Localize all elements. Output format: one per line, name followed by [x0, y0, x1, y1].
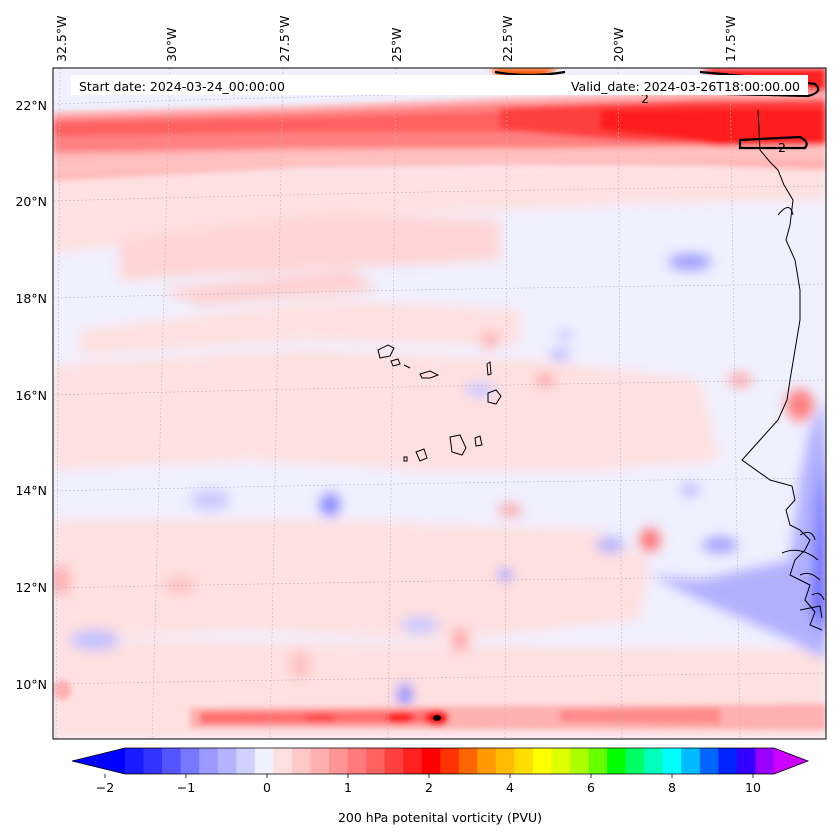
colorbar-segment	[570, 748, 589, 774]
lat-label: 22°N	[15, 98, 47, 113]
colorbar-segment	[440, 748, 460, 774]
lat-label: 10°N	[15, 677, 47, 692]
colorbar-segment	[625, 748, 645, 774]
colorbar-tick-label: −2	[96, 780, 114, 795]
colorbar-tick-label: 0	[263, 780, 271, 795]
colorbar-segment	[755, 748, 775, 774]
colorbar-segment	[236, 748, 256, 774]
colorbar-tick-label: 6	[587, 780, 595, 795]
valid-date-text: Valid_date: 2024-03-26T18:00:00.00	[571, 79, 800, 94]
lon-label: 20°W	[611, 27, 626, 62]
colorbar-tick-label: 4	[506, 780, 514, 795]
lon-label: 25°W	[389, 27, 404, 62]
lat-label: 18°N	[15, 291, 47, 306]
lon-label: 17.5°W	[723, 16, 738, 62]
colorbar-segment	[273, 748, 293, 774]
colorbar-segment	[458, 748, 478, 774]
colorbar-segment	[403, 748, 423, 774]
colorbar-segment	[384, 748, 404, 774]
cape-verde-islands	[377, 344, 502, 462]
colorbar-tick-label: 8	[668, 780, 676, 795]
colorbar: −2 −1 0 1 2 4 6 8 10 200 hPa potenital v…	[71, 747, 810, 825]
lon-label: 22.5°W	[500, 16, 515, 62]
colorbar-segment	[588, 748, 608, 774]
longitude-labels: 32.5°W 30°W 27.5°W 25°W 22.5°W 20°W 17.5…	[54, 16, 738, 62]
colorbar-tick-label: 10	[745, 780, 761, 795]
start-date-text: Start date: 2024-03-24_00:00:00	[79, 79, 285, 94]
colorbar-segment	[366, 748, 385, 774]
colorbar-segment	[644, 748, 664, 774]
colorbar-segment	[532, 748, 552, 774]
lat-label: 14°N	[15, 483, 47, 498]
colorbar-segment	[421, 748, 441, 774]
colorbar-segment	[718, 748, 738, 774]
lon-label: 32.5°W	[54, 16, 69, 62]
colorbar-segment	[217, 748, 237, 774]
map-area: 2 2	[53, 68, 826, 739]
colorbar-segment	[180, 748, 200, 774]
colorbar-segment	[662, 748, 682, 774]
colorbar-segment	[254, 748, 274, 774]
colorbar-segment	[477, 748, 497, 774]
colorbar-segment	[347, 748, 367, 774]
colorbar-segment	[551, 748, 571, 774]
colorbar-segment	[699, 748, 719, 774]
colorbar-segment	[514, 748, 534, 774]
colorbar-segment	[681, 748, 701, 774]
latitude-labels: 22°N 20°N 18°N 16°N 14°N 12°N 10°N	[15, 98, 47, 692]
colorbar-segment	[310, 748, 330, 774]
colorbar-segment	[291, 748, 311, 774]
map-frame	[52, 67, 827, 740]
lon-label: 27.5°W	[277, 16, 292, 62]
colorbar-segment	[143, 748, 163, 774]
colorbar-segment	[495, 748, 515, 774]
colorbar-segments	[125, 748, 775, 774]
colorbar-tick-label: −1	[177, 780, 195, 795]
contour-label: 2	[778, 140, 786, 155]
lat-label: 20°N	[15, 194, 47, 209]
lat-label: 12°N	[15, 580, 47, 595]
coastline	[741, 109, 825, 631]
colorbar-segment	[736, 748, 756, 774]
colorbar-tick-label: 2	[425, 780, 433, 795]
lon-label: 30°W	[164, 27, 179, 62]
colorbar-tick-label: 1	[344, 780, 352, 795]
colorbar-segment	[328, 748, 348, 774]
contour-label: 2	[641, 91, 649, 106]
colorbar-segment	[125, 748, 144, 774]
colorbar-extend-high	[774, 748, 808, 774]
colorbar-segment	[607, 748, 627, 774]
colorbar-segment	[199, 748, 219, 774]
colorbar-segment	[162, 748, 182, 774]
lat-label: 16°N	[15, 388, 47, 403]
info-bar: Start date: 2024-03-24_00:00:00 Valid_da…	[71, 75, 808, 95]
colorbar-title: 200 hPa potenital vorticity (PVU)	[338, 810, 542, 825]
colorbar-extend-low	[72, 748, 125, 774]
